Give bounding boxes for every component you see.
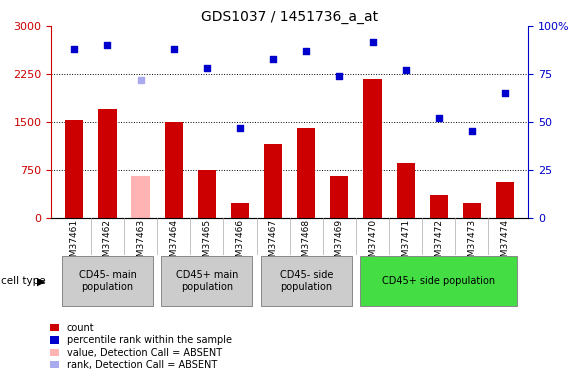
Text: GSM37463: GSM37463: [136, 219, 145, 268]
Text: GSM37467: GSM37467: [269, 219, 278, 268]
Point: [434, 115, 443, 121]
Bar: [165, 122, 183, 218]
Bar: [364, 78, 382, 218]
Bar: [98, 109, 116, 217]
Point: [368, 39, 377, 45]
Point: [202, 65, 211, 71]
Bar: [198, 170, 216, 217]
Text: GSM37473: GSM37473: [467, 219, 477, 268]
Point: [335, 73, 344, 79]
Bar: [231, 204, 249, 218]
Bar: [161, 256, 252, 306]
Point: [103, 42, 112, 48]
Text: ▶: ▶: [37, 276, 45, 286]
Text: CD45- side
population: CD45- side population: [279, 270, 333, 292]
Bar: [463, 203, 481, 217]
Text: GSM37472: GSM37472: [435, 219, 443, 268]
Bar: [429, 195, 448, 217]
Text: GSM37462: GSM37462: [103, 219, 112, 268]
Text: CD45+ side population: CD45+ side population: [382, 276, 495, 286]
Text: GSM37461: GSM37461: [70, 219, 79, 268]
Point: [500, 90, 509, 96]
Text: GSM37468: GSM37468: [302, 219, 311, 268]
Point: [467, 128, 477, 135]
Bar: [261, 256, 352, 306]
Text: GSM37469: GSM37469: [335, 219, 344, 268]
Point: [235, 124, 244, 130]
Bar: [65, 120, 83, 218]
Text: GSM37471: GSM37471: [401, 219, 410, 268]
Bar: [264, 144, 282, 218]
Legend: count, percentile rank within the sample, value, Detection Call = ABSENT, rank, : count, percentile rank within the sample…: [51, 323, 232, 370]
Text: GSM37465: GSM37465: [202, 219, 211, 268]
Text: CD45- main
population: CD45- main population: [78, 270, 136, 292]
Point: [302, 48, 311, 54]
Text: GSM37474: GSM37474: [500, 219, 509, 268]
Bar: [396, 164, 415, 218]
Point: [169, 46, 178, 52]
Text: CD45+ main
population: CD45+ main population: [176, 270, 238, 292]
Bar: [496, 183, 514, 218]
Text: GSM37466: GSM37466: [236, 219, 244, 268]
Point: [70, 46, 79, 52]
Bar: [62, 256, 153, 306]
Bar: [330, 176, 349, 218]
Bar: [131, 176, 150, 218]
Text: GSM37470: GSM37470: [368, 219, 377, 268]
Point: [401, 67, 410, 73]
Point: [269, 56, 278, 62]
Point: [136, 77, 145, 83]
Bar: [297, 128, 315, 217]
Title: GDS1037 / 1451736_a_at: GDS1037 / 1451736_a_at: [201, 10, 378, 24]
Text: GSM37464: GSM37464: [169, 219, 178, 268]
Text: cell type: cell type: [1, 276, 46, 286]
Bar: [360, 256, 517, 306]
